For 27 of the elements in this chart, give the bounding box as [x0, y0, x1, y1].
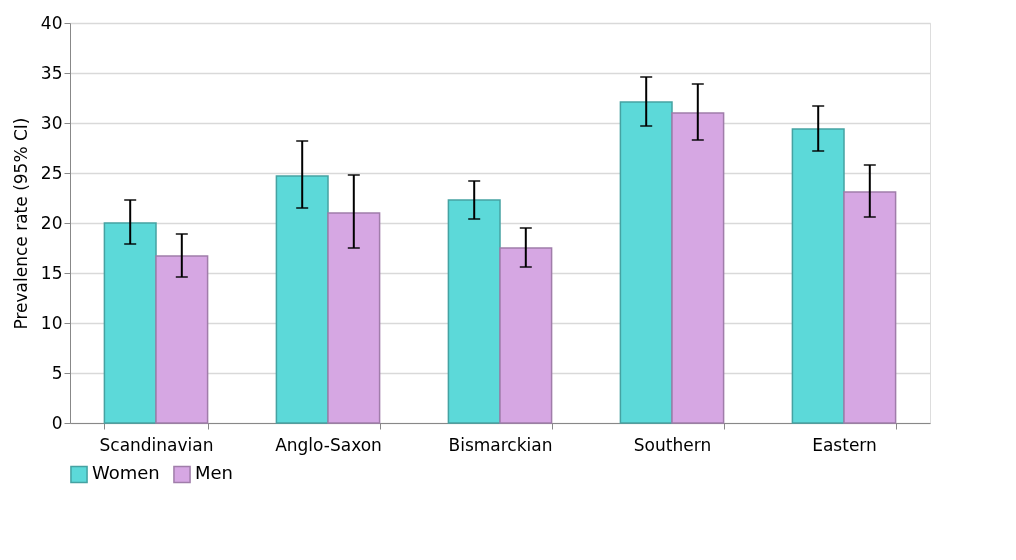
y-axis-title: Prevalence rate (95% CI) [10, 117, 31, 330]
y-tick-label: 35 [40, 62, 63, 83]
y-tick-label: 5 [51, 362, 63, 383]
x-tick-label: Scandinavian [99, 434, 214, 455]
x-tick-label: Southern [633, 434, 712, 455]
bar [103, 222, 157, 424]
x-tick-label: Anglo-Saxon [275, 434, 382, 455]
bar [619, 101, 673, 424]
bar [447, 199, 501, 424]
x-tick-label: Eastern [812, 434, 877, 455]
bar [843, 191, 897, 424]
y-tick-label: 30 [40, 112, 63, 133]
y-tick-label: 20 [40, 212, 63, 233]
bar [671, 112, 725, 424]
bar [327, 212, 381, 424]
y-tick-label: 25 [40, 162, 63, 183]
bar [155, 255, 209, 424]
x-tick-label: Bismarckian [448, 434, 553, 455]
bar [275, 175, 329, 424]
legend-label: Men [195, 462, 234, 484]
bar [499, 247, 553, 424]
bar [791, 128, 845, 424]
legend-label: Women [92, 462, 160, 484]
y-tick-label: 0 [51, 412, 63, 433]
y-tick-label: 10 [40, 312, 63, 333]
y-tick-label: 40 [40, 12, 63, 33]
y-tick-label: 15 [40, 262, 63, 283]
